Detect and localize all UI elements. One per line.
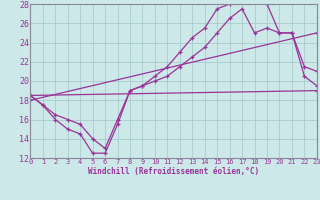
X-axis label: Windchill (Refroidissement éolien,°C): Windchill (Refroidissement éolien,°C) <box>88 167 259 176</box>
